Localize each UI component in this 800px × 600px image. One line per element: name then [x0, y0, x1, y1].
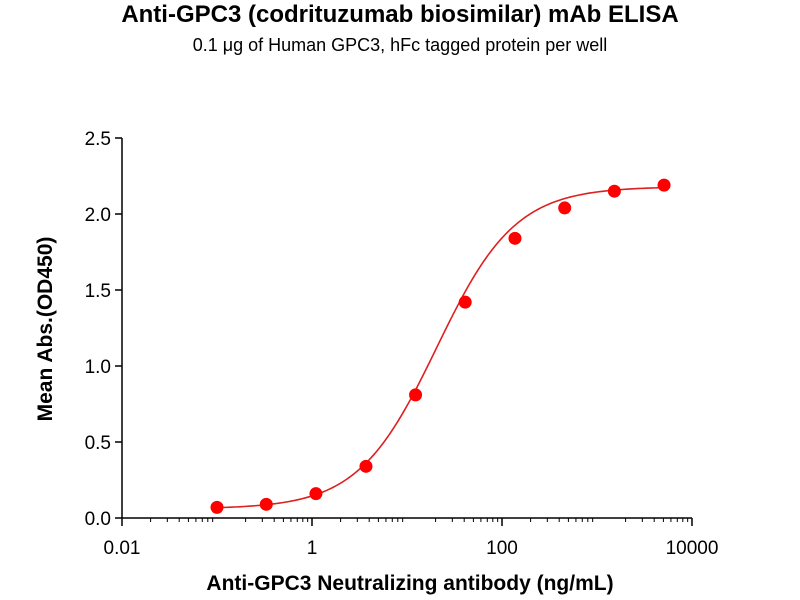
- data-point: [657, 178, 671, 192]
- data-point: [409, 388, 423, 402]
- y-tick-label: 1.5: [85, 281, 111, 302]
- data-point: [359, 459, 373, 473]
- y-tick-label: 2.5: [85, 129, 111, 150]
- fit-curve: [216, 186, 665, 509]
- axes: 0.0 0.5 1.0 1.5 2.0 2.5 0.01 1 100 10000: [85, 129, 719, 559]
- x-tick-label: 0.01: [104, 538, 141, 559]
- y-axis-label: Mean Abs.(OD450): [34, 236, 57, 422]
- data-point: [558, 201, 572, 215]
- x-tick-label: 10000: [666, 538, 719, 559]
- data-point: [508, 231, 522, 245]
- y-tick-label: 0.5: [85, 433, 111, 454]
- data-points: [210, 178, 671, 514]
- x-tick-label: 100: [486, 538, 518, 559]
- data-point: [259, 497, 273, 511]
- data-point: [309, 487, 323, 501]
- chart-subtitle: 0.1 μg of Human GPC3, hFc tagged protein…: [192, 35, 608, 55]
- data-point: [458, 295, 472, 309]
- fit-curve-group: [216, 186, 665, 509]
- data-point: [607, 184, 621, 198]
- x-tick-label: 1: [307, 538, 318, 559]
- chart-title: Anti-GPC3 (codrituzumab biosimilar) mAb …: [121, 1, 679, 28]
- y-tick-label: 1.0: [85, 357, 111, 378]
- data-point: [210, 500, 224, 514]
- x-axis-label: Anti-GPC3 Neutralizing antibody (ng/mL): [206, 572, 614, 595]
- y-tick-label: 2.0: [85, 205, 111, 226]
- y-tick-label: 0.0: [85, 509, 111, 530]
